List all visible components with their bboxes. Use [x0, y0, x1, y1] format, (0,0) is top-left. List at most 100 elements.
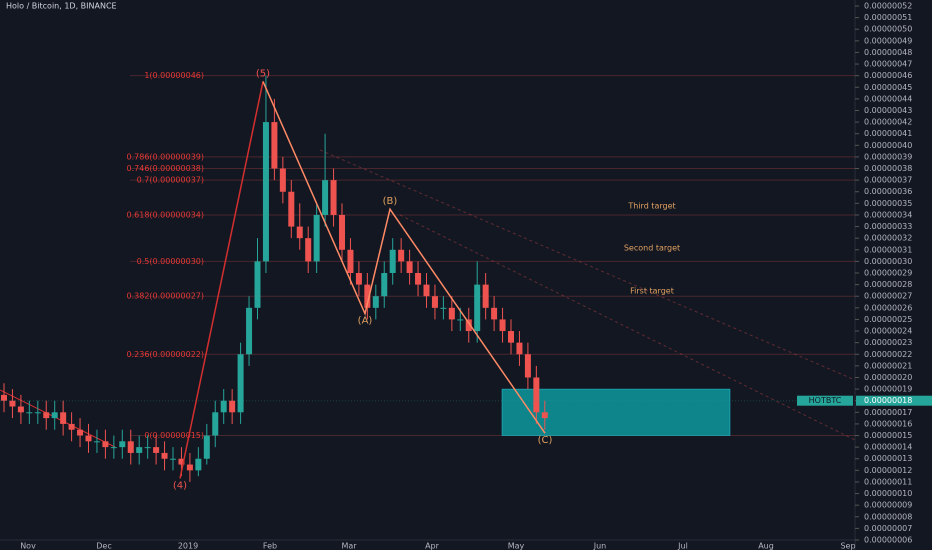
y-tick-label: 0.00000024: [864, 327, 912, 336]
y-tick-label: 0.00000011: [864, 477, 912, 486]
y-tick-label: 0.00000041: [864, 129, 912, 138]
target-label: First target: [630, 287, 674, 296]
target-zone: [501, 388, 731, 436]
wave-label: (4): [173, 480, 187, 491]
candle-body: [136, 447, 143, 453]
candle-body: [389, 249, 396, 273]
x-tick-label: Feb: [263, 542, 277, 550]
y-tick-label: 0.00000023: [864, 338, 912, 347]
candle-body: [203, 435, 210, 459]
candle-body: [423, 284, 430, 297]
trend-line: [399, 214, 856, 441]
y-tick-label: 0.00000028: [864, 280, 912, 289]
wave-label: (B): [383, 196, 398, 207]
candle-body: [170, 458, 176, 460]
candle-body: [347, 249, 354, 273]
y-tick-label: 0.00000016: [864, 419, 912, 428]
trend-line: [0, 389, 116, 448]
candle-body: [381, 273, 388, 297]
y-tick-label: 0.00000050: [864, 25, 912, 34]
candle-body: [533, 377, 540, 413]
y-tick-label: 0.00000019: [864, 385, 912, 394]
candle-body: [305, 238, 312, 262]
candle-body: [364, 284, 371, 308]
y-tick-label: 0.00000021: [864, 361, 912, 370]
y-tick-label: 0.00000030: [864, 257, 912, 266]
x-tick-label: May: [508, 542, 525, 550]
candle-body: [186, 464, 193, 471]
fib-label: 0.618(0.00000034): [127, 210, 205, 219]
trend-line: [319, 149, 856, 381]
candle-body: [440, 307, 447, 309]
x-tick-label: Sep: [840, 542, 855, 550]
candle-body: [212, 412, 219, 436]
candle-body: [60, 412, 67, 424]
y-tick-label: 0.00000009: [864, 501, 912, 510]
fib-label: 0(0.00000015): [144, 431, 204, 440]
target-label: Second target: [624, 244, 680, 253]
y-tick-label: 0.00000036: [864, 187, 912, 196]
x-tick-label: Jul: [677, 542, 688, 550]
y-tick-label: 0.00000013: [864, 454, 912, 463]
y-tick-label: 0.00000046: [864, 71, 912, 80]
candle-body: [254, 261, 261, 308]
candle-body: [482, 284, 489, 308]
y-tick-label: 0.00000051: [864, 13, 912, 22]
candle-body: [9, 400, 16, 407]
candle-body: [77, 429, 84, 436]
candle-body: [406, 261, 413, 273]
candle-body: [51, 412, 58, 419]
y-tick-label: 0.00000014: [864, 443, 912, 452]
x-tick-label: Apr: [425, 542, 440, 550]
target-label: Third target: [627, 202, 675, 211]
candle-body: [431, 296, 438, 308]
candle-body: [448, 307, 455, 320]
fib-label: 0.382(0.00000027): [127, 292, 205, 301]
y-tick-label: 0.00000032: [864, 234, 912, 243]
candle-body: [161, 452, 168, 459]
y-tick-label: 0.00000039: [864, 152, 912, 161]
candle-body: [322, 180, 329, 215]
wave-label: (C): [538, 435, 553, 446]
fib-label: 0.236(0.00000022): [127, 350, 205, 359]
candle-body: [102, 441, 109, 448]
candle-body: [465, 319, 472, 332]
y-tick-label: 0.00000045: [864, 83, 912, 92]
symbol-tag: [797, 395, 853, 406]
x-tick-label: Jun: [593, 542, 607, 550]
candle-body: [271, 122, 278, 169]
candle-body: [279, 168, 286, 192]
y-tick-label: 0.00000033: [864, 222, 912, 231]
candle-body: [398, 249, 405, 262]
candle-body: [68, 423, 75, 430]
fib-label: 0.786(0.00000039): [127, 152, 205, 161]
candle-body: [491, 307, 498, 320]
y-tick-label: 0.00000038: [864, 164, 912, 173]
wave-line: [179, 81, 264, 479]
wave-line: [262, 81, 546, 434]
y-tick-label: 0.00000007: [864, 524, 912, 533]
candle-body: [541, 412, 548, 419]
wave-label: (5): [256, 68, 270, 79]
fib-label: 0.746(0.00000038): [127, 164, 205, 173]
candle-body: [237, 354, 244, 413]
wave-label: (A): [358, 316, 373, 327]
candle-body: [119, 441, 126, 448]
y-tick-label: 0.00000044: [864, 94, 912, 103]
candle-body: [26, 412, 33, 414]
price-tag: [856, 395, 932, 406]
candle-body: [288, 191, 295, 227]
y-tick-label: 0.00000043: [864, 106, 912, 115]
y-tick-label: 0.00000035: [864, 199, 912, 208]
y-tick-label: 0.00000025: [864, 315, 912, 324]
fib-label: 0.7(0.00000037): [137, 176, 204, 185]
y-tick-label: 0.00000042: [864, 118, 912, 127]
candle-body: [34, 412, 41, 414]
y-tick-label: 0.00000048: [864, 48, 912, 57]
y-tick-label: 0.00000031: [864, 245, 912, 254]
candle-body: [339, 214, 345, 250]
y-tick-label: 0.00000034: [864, 210, 912, 219]
candle-body: [508, 331, 514, 343]
